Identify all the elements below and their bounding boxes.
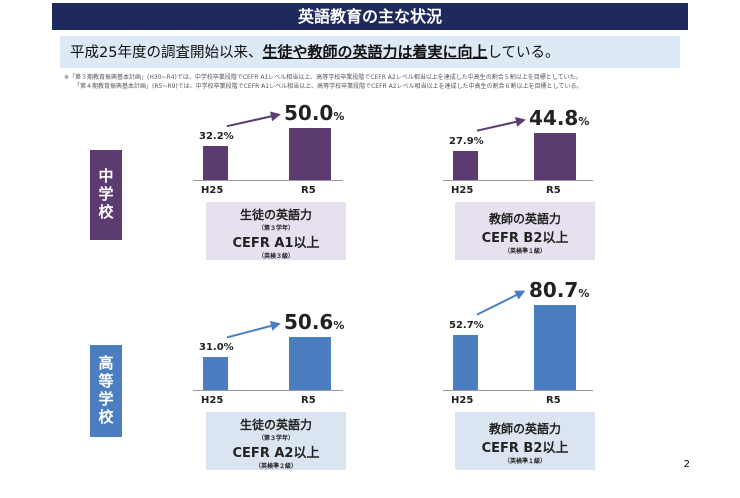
- section-label: 高等学校: [90, 345, 122, 437]
- box-l1: 教師の英語力: [488, 212, 561, 226]
- box-s2: （英検３級）: [257, 253, 294, 260]
- subtitle-post: している。: [487, 45, 560, 61]
- data-label: 50.0%: [284, 101, 344, 125]
- page-number: 2: [683, 459, 690, 470]
- bar-R5: [534, 132, 576, 180]
- bar-H25: [453, 334, 478, 390]
- box-l1: 生徒の英語力: [239, 418, 312, 432]
- value: 80.7: [529, 278, 579, 303]
- box-l1: 教師の英語力: [488, 422, 561, 436]
- metric-box: 教師の英語力 CEFR B2以上 （英検準１級）: [455, 202, 595, 260]
- box-l2: CEFR A2以上: [232, 446, 320, 461]
- trend-arrow-icon: [476, 116, 526, 132]
- data-label: 27.9%: [449, 135, 484, 147]
- trend-arrow-icon: [226, 321, 281, 339]
- axis-line: [443, 180, 593, 181]
- category-label: H25: [201, 395, 224, 406]
- subtitle-bold: 生徒や教師の英語力は着実に向上: [262, 43, 488, 61]
- box-l2: CEFR B2以上: [481, 441, 569, 456]
- box-l2: CEFR B2以上: [481, 231, 569, 246]
- data-label: 31.0%: [199, 342, 234, 354]
- axis-line: [193, 390, 343, 391]
- bar-R5: [534, 305, 576, 390]
- value: 44.8: [529, 105, 579, 130]
- unit: %: [333, 318, 345, 332]
- trend-arrow-icon: [476, 290, 526, 316]
- category-label: R5: [546, 395, 561, 406]
- bar-R5: [289, 336, 331, 390]
- footnote-1: ※「第３期教育振興基本計画」(H30~R4)では、中学校卒業段階でCEFR A1…: [64, 74, 582, 81]
- trend-arrow-icon: [226, 111, 281, 128]
- data-label: 80.7%: [529, 278, 589, 302]
- bar-H25: [453, 150, 478, 180]
- data-label: 50.6%: [284, 310, 344, 334]
- subtitle: 平成25年度の調査開始以来、生徒や教師の英語力は着実に向上している。: [60, 36, 680, 68]
- category-label: R5: [301, 185, 316, 196]
- category-label: R5: [546, 185, 561, 196]
- section-label: 中学校: [90, 150, 122, 240]
- unit: %: [578, 114, 590, 128]
- axis-line: [443, 390, 593, 391]
- data-label: 32.2%: [199, 131, 234, 143]
- subtitle-pre: 平成25年度の調査開始以来、: [70, 45, 263, 61]
- data-label: 44.8%: [529, 106, 589, 130]
- box-s1: （第３学年）: [257, 225, 294, 232]
- box-l1: 生徒の英語力: [239, 208, 312, 222]
- box-s1: （第３学年）: [257, 435, 294, 442]
- box-s2: （英検準１級）: [503, 458, 546, 465]
- category-label: R5: [301, 395, 316, 406]
- data-label: 52.7%: [449, 319, 484, 331]
- category-label: H25: [451, 395, 474, 406]
- metric-box: 生徒の英語力 （第３学年） CEFR A1以上 （英検３級）: [206, 202, 346, 260]
- unit: %: [333, 109, 345, 123]
- footnote-2: 「第４期教育振興基本計画」(R5~R9)では、中学校卒業段階でCEFR A1レベ…: [74, 83, 583, 90]
- bar-H25: [203, 357, 228, 390]
- value: 50.0: [284, 100, 334, 125]
- category-label: H25: [201, 185, 224, 196]
- metric-box: 生徒の英語力 （第３学年） CEFR A2以上 （英検準２級）: [206, 412, 346, 470]
- value: 50.6: [284, 309, 334, 334]
- unit: %: [578, 287, 590, 301]
- bar-H25: [203, 146, 228, 180]
- box-s2: （英検準１級）: [503, 248, 546, 255]
- box-s2: （英検準２級）: [254, 463, 297, 470]
- page-title: 英語教育の主な状況: [52, 3, 688, 30]
- box-l2: CEFR A1以上: [232, 236, 320, 251]
- axis-line: [193, 180, 343, 181]
- category-label: H25: [451, 185, 474, 196]
- metric-box: 教師の英語力 CEFR B2以上 （英検準１級）: [455, 412, 595, 470]
- bar-R5: [289, 127, 331, 180]
